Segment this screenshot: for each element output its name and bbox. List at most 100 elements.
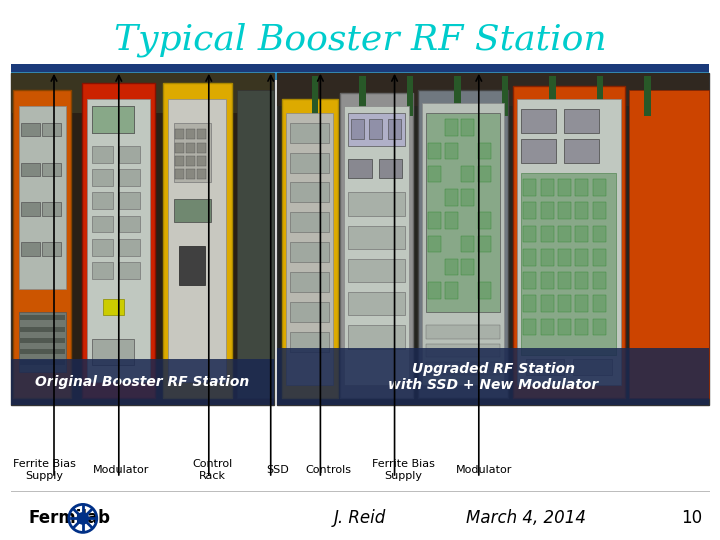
Bar <box>593 249 606 266</box>
Bar <box>22 163 40 176</box>
Bar <box>462 189 474 206</box>
Bar <box>575 319 588 335</box>
Bar <box>11 64 709 72</box>
Bar <box>351 119 364 139</box>
Text: Ferrite Bias
Supply: Ferrite Bias Supply <box>13 459 76 481</box>
Bar <box>428 235 441 252</box>
Text: J. Reid: J. Reid <box>334 509 386 528</box>
Bar <box>526 359 564 375</box>
Bar <box>477 235 490 252</box>
Bar <box>359 76 366 116</box>
Bar <box>42 123 60 136</box>
Bar <box>541 226 554 242</box>
Bar <box>462 166 474 183</box>
Bar <box>369 119 382 139</box>
Bar <box>388 119 401 139</box>
Bar <box>277 348 709 405</box>
Text: Fermilab: Fermilab <box>29 509 111 528</box>
Bar <box>523 226 536 242</box>
Bar <box>477 212 490 229</box>
Bar <box>558 202 571 219</box>
Bar <box>462 119 474 136</box>
Bar <box>629 90 709 399</box>
Bar <box>119 215 140 232</box>
Bar <box>523 249 536 266</box>
Bar <box>348 113 405 146</box>
Bar <box>20 315 65 320</box>
Bar <box>558 295 571 312</box>
Bar <box>597 76 603 116</box>
Bar <box>290 123 329 143</box>
Bar <box>593 226 606 242</box>
Bar <box>348 292 405 315</box>
Bar <box>174 199 210 222</box>
Text: Typical Booster RF Station: Typical Booster RF Station <box>114 22 606 57</box>
Circle shape <box>76 512 89 525</box>
Bar <box>92 215 113 232</box>
Bar <box>593 272 606 289</box>
Bar <box>92 146 113 163</box>
Bar <box>22 202 40 215</box>
Bar <box>312 76 318 116</box>
Bar <box>521 139 556 163</box>
Bar <box>11 72 709 80</box>
Bar <box>87 99 150 382</box>
Bar <box>462 235 474 252</box>
Bar <box>11 73 274 113</box>
Bar <box>186 143 195 153</box>
Bar <box>197 169 207 179</box>
Bar <box>290 302 329 322</box>
Text: Ferrite Bias
Supply: Ferrite Bias Supply <box>372 459 435 481</box>
Bar <box>163 83 232 399</box>
Text: March 4, 2014: March 4, 2014 <box>466 509 585 528</box>
Bar <box>428 143 441 159</box>
Bar <box>445 212 458 229</box>
Bar <box>175 143 184 153</box>
Bar <box>20 349 65 354</box>
Bar <box>502 76 508 116</box>
Bar <box>290 332 329 352</box>
Text: Upgraded RF Station
with SSD + New Modulator: Upgraded RF Station with SSD + New Modul… <box>388 362 598 392</box>
Bar <box>445 119 458 136</box>
Bar <box>286 113 333 385</box>
Bar <box>103 299 124 315</box>
Text: Control
Rack: Control Rack <box>192 459 233 481</box>
Bar <box>82 83 156 399</box>
Bar <box>573 359 612 375</box>
Bar <box>379 159 402 178</box>
Bar <box>175 169 184 179</box>
Bar <box>92 106 135 133</box>
Bar <box>558 319 571 335</box>
Bar <box>290 212 329 232</box>
Bar <box>644 76 651 116</box>
Text: SSD: SSD <box>266 465 289 475</box>
Bar <box>418 90 508 399</box>
Bar <box>513 86 625 399</box>
Bar <box>19 106 66 289</box>
Bar <box>175 156 184 166</box>
Bar <box>422 103 504 385</box>
Bar <box>20 361 65 366</box>
Bar <box>541 179 554 196</box>
Bar <box>92 106 135 133</box>
Bar <box>445 282 458 299</box>
Bar <box>575 249 588 266</box>
Bar <box>549 76 556 116</box>
Bar <box>282 99 338 399</box>
Bar <box>175 130 184 139</box>
Bar <box>119 239 140 255</box>
Bar <box>277 73 709 405</box>
Bar <box>92 169 113 186</box>
Bar <box>575 202 588 219</box>
Bar <box>340 93 413 399</box>
Bar <box>290 183 329 202</box>
Bar <box>407 76 413 116</box>
Bar <box>344 106 409 385</box>
Bar <box>92 339 135 365</box>
Bar <box>426 362 500 375</box>
Bar <box>42 163 60 176</box>
Bar <box>523 179 536 196</box>
Bar <box>168 99 226 382</box>
Bar <box>523 202 536 219</box>
Bar <box>445 189 458 206</box>
